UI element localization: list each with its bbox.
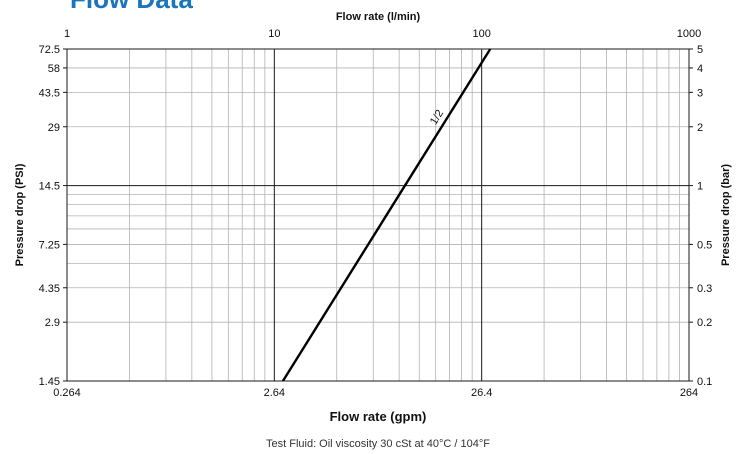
right-tick-label: 1 (697, 181, 703, 193)
major-gridlines (66, 48, 690, 382)
bottom-tick-label: 26.4 (471, 387, 492, 399)
left-tick-label: 1.45 (39, 376, 60, 388)
top-tick-label: 10 (268, 28, 280, 40)
bottom-tick-label: 264 (680, 387, 698, 399)
left-tick-label: 72.5 (39, 44, 60, 56)
page-heading: Flow Data (70, 0, 193, 14)
top-tick-label: 100 (472, 28, 490, 40)
tick-labels: 1 10 100 1000 0.264 2.64 26.4 264 1.45 2.9 4.35 7.2… (39, 28, 713, 399)
curve-group: 1/2 (281, 48, 492, 382)
right-tick-label: 4 (697, 63, 703, 75)
minor-gridlines-x (129, 49, 680, 381)
right-tick-label: 5 (697, 44, 703, 56)
top-tick-label: 1000 (677, 28, 701, 40)
left-tick-label: 7.25 (39, 239, 60, 251)
left-tick-label: 58 (48, 63, 60, 75)
tick-marks (63, 48, 693, 382)
minor-gridlines-y (67, 67, 689, 323)
right-axis-title: Pressure drop (bar) (720, 164, 732, 266)
bottom-tick-label: 2.64 (264, 387, 285, 399)
right-tick-label: 0.5 (697, 239, 712, 251)
left-tick-label: 43.5 (39, 87, 60, 99)
right-tick-label: 3 (697, 87, 703, 99)
right-tick-label: 0.1 (697, 376, 712, 388)
right-tick-label: 0.3 (697, 283, 712, 295)
right-tick-label: 2 (697, 122, 703, 134)
top-tick-label: 1 (64, 28, 70, 40)
plot-frame (66, 48, 690, 382)
right-tick-label: 0.2 (697, 317, 712, 329)
test-fluid-note: Test Fluid: Oil viscosity 30 cSt at 40°C… (266, 438, 490, 450)
left-tick-label: 4.35 (39, 283, 60, 295)
left-tick-label: 2.9 (45, 317, 60, 329)
top-axis-title: Flow rate (l/min) (336, 11, 421, 23)
bottom-axis-title: Flow rate (gpm) (330, 409, 427, 424)
left-axis-title: Pressure drop (PSI) (14, 163, 26, 266)
left-tick-label: 29 (48, 122, 60, 134)
bottom-tick-label: 0.264 (53, 387, 81, 399)
series-line (281, 48, 492, 382)
left-tick-label: 14.5 (39, 181, 60, 193)
